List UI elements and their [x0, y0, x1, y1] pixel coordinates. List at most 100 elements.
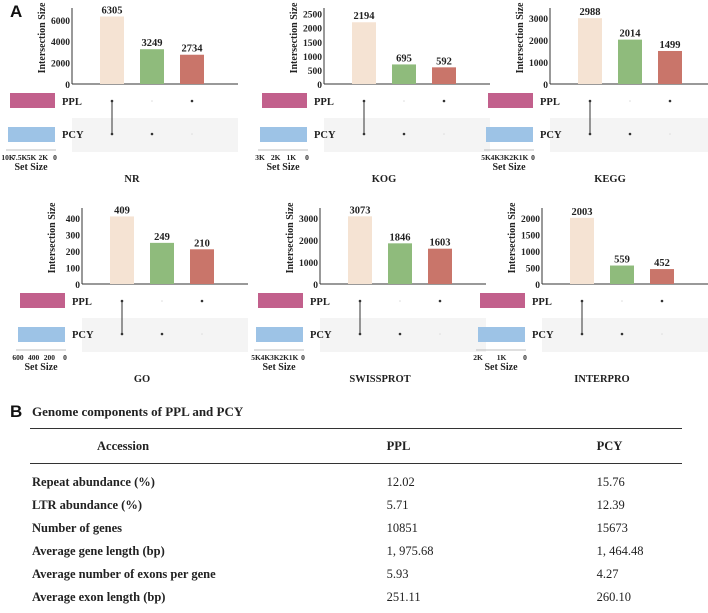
- bar-value-label: 2988: [580, 7, 601, 18]
- matrix-band: [82, 318, 248, 352]
- y-tick-label: 1000: [299, 259, 318, 269]
- set-label-ppl: PPL: [314, 97, 334, 108]
- matrix-dot: [358, 299, 362, 303]
- bar-value-label: 1846: [390, 232, 411, 243]
- upset-plot-kegg: Intersection Size 0 1000 2000 3000 2988 2014 14…: [481, 2, 708, 185]
- y-tick-label: 3000: [529, 15, 548, 25]
- intersection-bar: [578, 18, 602, 84]
- y-tick-label: 1500: [521, 231, 540, 241]
- bar-value-label: 2734: [182, 44, 204, 55]
- set-size-tick-label: 400: [28, 353, 40, 362]
- upset-plot-swissprot: Intersection Size 0 1000 2000 3000 3073 1846 16…: [251, 202, 486, 385]
- set-size-bar-ppl: [488, 93, 533, 108]
- y-tick-label: 2000: [521, 215, 540, 225]
- matrix-dot: [402, 132, 406, 136]
- y-tick-label: 1500: [303, 39, 322, 49]
- bar-value-label: 3249: [142, 38, 163, 49]
- set-size-bar-ppl: [480, 293, 525, 308]
- set-size-tick-label: 2K: [271, 153, 281, 162]
- intersection-bar: [140, 49, 164, 84]
- y-tick-label: 0: [313, 281, 318, 291]
- cell-accession: Repeat abundance (%): [32, 475, 155, 489]
- matrix-dot: [588, 132, 592, 136]
- matrix-band: [324, 118, 490, 152]
- bar-value-label: 452: [654, 258, 670, 269]
- intersection-bar: [150, 242, 174, 284]
- matrix-dot: [442, 99, 446, 103]
- header-ppl: PPL: [386, 438, 411, 453]
- y-axis-label: Intersection Size: [515, 2, 526, 73]
- matrix-dot: [660, 299, 664, 303]
- bar-value-label: 2003: [572, 207, 593, 218]
- intersection-bar: [180, 54, 204, 84]
- intersection-bar: [618, 39, 642, 84]
- set-size-tick-label: 0: [63, 353, 67, 362]
- cell-accession: Average number of exons per gene: [32, 567, 216, 581]
- plot-title: GO: [134, 374, 150, 385]
- y-tick-label: 400: [66, 215, 81, 225]
- set-size-tick-label: 0: [53, 153, 57, 162]
- set-size-label: Set Size: [266, 162, 300, 173]
- matrix-dot: [110, 99, 114, 103]
- cell-ppl: 10851: [386, 521, 418, 535]
- y-tick-label: 0: [535, 281, 540, 291]
- matrix-dot: [151, 100, 153, 102]
- cell-pcy: 12.39: [596, 498, 625, 512]
- set-size-tick-label: 1K: [289, 353, 299, 362]
- set-size-label: Set Size: [484, 362, 518, 373]
- intersection-bar: [388, 243, 412, 284]
- y-axis-label: Intersection Size: [285, 202, 296, 273]
- set-label-ppl: PPL: [532, 297, 552, 308]
- set-label-pcy: PCY: [532, 330, 554, 341]
- bar-value-label: 2014: [620, 29, 642, 40]
- set-size-tick-label: 5K: [27, 153, 37, 162]
- y-axis-label: Intersection Size: [507, 202, 518, 273]
- table-header-row: Accession PPL PCY: [30, 428, 682, 464]
- set-size-tick-label: 2K: [509, 153, 519, 162]
- header-pcy: PCY: [596, 438, 623, 453]
- table-row: Repeat abundance (%) 12.02 15.76: [30, 464, 682, 495]
- upset-plot-interpro: Intersection Size 0 500 1000 1500 2000 2003 559…: [473, 202, 708, 385]
- bar-value-label: 409: [114, 205, 130, 216]
- bar-value-label: 1499: [660, 40, 681, 51]
- set-size-tick-label: 2K: [38, 153, 48, 162]
- set-size-tick-label: 600: [12, 353, 24, 362]
- matrix-band: [72, 118, 238, 152]
- plot-title: KOG: [372, 174, 397, 185]
- y-tick-label: 0: [317, 81, 322, 91]
- upset-plot-kog: Intersection Size 0 500 1000 1500 2000 2500 219…: [255, 2, 490, 185]
- table-row: Average number of exons per gene 5.93 4.27: [30, 563, 682, 586]
- intersection-bar: [190, 249, 214, 284]
- panel-b-label: B: [10, 402, 23, 421]
- bar-value-label: 3073: [350, 205, 371, 216]
- matrix-dot: [669, 133, 671, 135]
- intersection-bar: [610, 265, 634, 284]
- set-size-tick-label: 0: [305, 153, 309, 162]
- y-tick-label: 2500: [303, 11, 322, 21]
- matrix-dot: [362, 132, 366, 136]
- plot-title: SWISSPROT: [349, 374, 410, 385]
- set-size-bar-pcy: [256, 327, 303, 342]
- matrix-dot: [200, 299, 204, 303]
- upset-plot-nr: Intersection Size 0 2000 4000 6000 6305 3249 27…: [1, 2, 238, 185]
- cell-pcy: 107.95: [596, 609, 682, 613]
- set-size-tick-label: 5K: [481, 153, 491, 162]
- panel-a-label: A: [10, 2, 23, 21]
- set-size-bar-ppl: [262, 93, 307, 108]
- y-tick-label: 4000: [51, 38, 70, 48]
- y-tick-label: 0: [75, 281, 80, 291]
- matrix-dot: [661, 333, 663, 335]
- intersection-bar: [428, 248, 452, 284]
- y-tick-label: 2000: [299, 237, 318, 247]
- bar-value-label: 2194: [354, 11, 376, 22]
- matrix-band: [320, 318, 486, 352]
- set-size-tick-label: 2K: [473, 353, 483, 362]
- cell-accession: Average exon length (bp): [32, 590, 166, 604]
- matrix-dot: [443, 133, 445, 135]
- cell-ppl: 12.02: [386, 475, 415, 489]
- table-row: LTR abundance (%) 5.71 12.39: [30, 494, 682, 517]
- matrix-dot: [629, 100, 631, 102]
- set-size-tick-label: 1K: [287, 153, 297, 162]
- matrix-dot: [398, 332, 402, 336]
